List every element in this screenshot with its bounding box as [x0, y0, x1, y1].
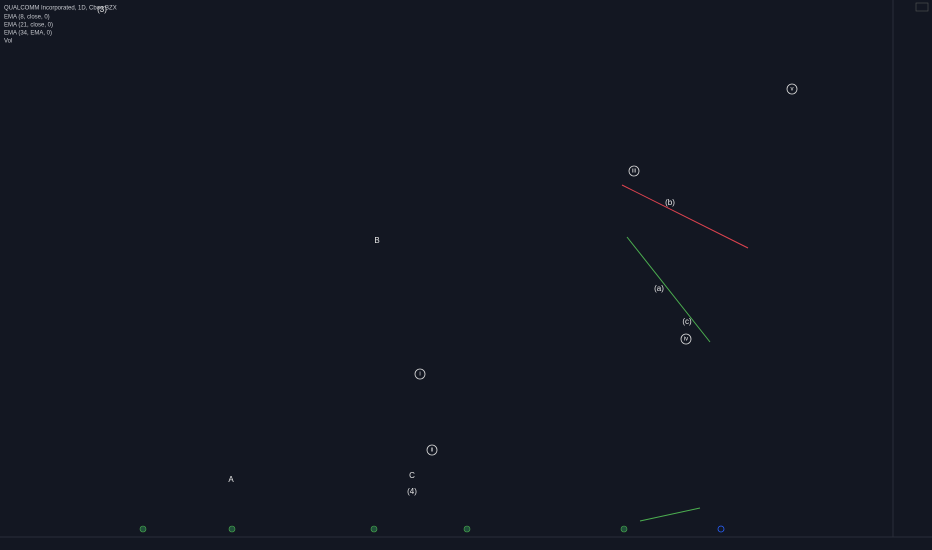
event-markers — [139, 525, 725, 533]
wave-circle — [680, 333, 692, 345]
wave-label: (4) — [407, 487, 417, 496]
wave-label: A — [228, 475, 234, 484]
event-marker — [370, 525, 378, 533]
legend-entry: EMA (21, close, 0) — [4, 23, 53, 29]
event-marker — [228, 525, 236, 533]
legend-entry: Vol — [4, 39, 12, 45]
wave-label: (b) — [665, 198, 675, 207]
legend-entry: EMA (34, EMA, 0) — [4, 31, 52, 37]
legend-entry: EMA (8, close, 0) — [4, 15, 50, 21]
chart-title: QUALCOMM Incorporated, 1D, Cboe BZX — [4, 6, 117, 12]
wave-circle — [786, 83, 798, 95]
event-marker — [139, 525, 147, 533]
event-marker — [463, 525, 471, 533]
wave-label: iv — [684, 337, 688, 343]
wave-label: ii — [431, 448, 434, 454]
volume-trendline — [639, 507, 701, 522]
wave-labels: (3) A B C (4) i ii iii iv v (a) (b) (c) — [97, 5, 798, 496]
wave-label: i — [419, 372, 420, 378]
wave-label: iii — [632, 169, 636, 175]
wave-circle — [628, 165, 640, 177]
legend: QUALCOMM Incorporated, 1D, Cboe BZX EMA … — [4, 6, 117, 45]
wave-label: (3) — [97, 5, 107, 14]
trendline — [621, 184, 749, 249]
wave-label: v — [791, 87, 794, 93]
wave-label: C — [409, 471, 415, 480]
wave-label: B — [374, 236, 379, 245]
wave-circle — [426, 444, 438, 456]
event-marker — [620, 525, 628, 533]
wave-label: (a) — [654, 284, 664, 293]
event-marker — [717, 525, 725, 533]
wave-circle — [414, 368, 426, 380]
settings-button[interactable] — [915, 2, 929, 12]
wave-label: (c) — [682, 317, 692, 326]
price-axis — [893, 0, 932, 550]
trendline — [626, 236, 711, 343]
